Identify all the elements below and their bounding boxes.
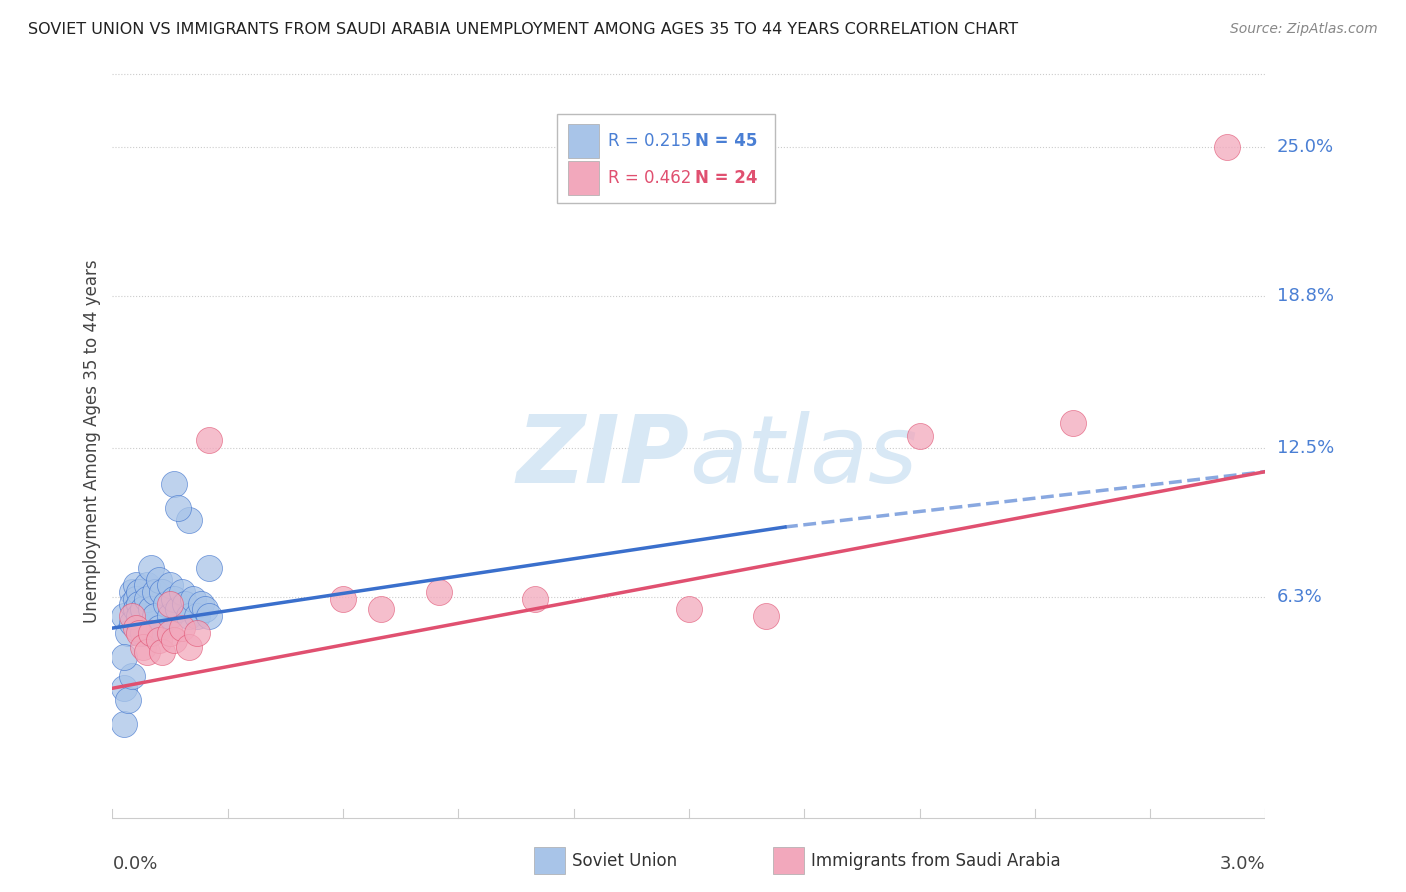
Point bbox=[155, 597, 177, 611]
Point bbox=[163, 592, 186, 607]
Point bbox=[128, 585, 150, 599]
Point bbox=[179, 609, 201, 624]
Point bbox=[152, 585, 174, 599]
Point bbox=[128, 626, 150, 640]
Point bbox=[139, 561, 162, 575]
Point bbox=[197, 434, 219, 448]
Point bbox=[112, 650, 135, 665]
Point bbox=[136, 592, 159, 607]
Text: 6.3%: 6.3% bbox=[1277, 588, 1322, 606]
Point bbox=[163, 633, 186, 648]
Point bbox=[181, 592, 204, 607]
Point bbox=[186, 626, 208, 640]
Point bbox=[159, 578, 181, 592]
Text: 12.5%: 12.5% bbox=[1277, 439, 1334, 457]
Text: ZIP: ZIP bbox=[516, 410, 689, 503]
Text: R = 0.215: R = 0.215 bbox=[607, 132, 692, 150]
Point bbox=[166, 500, 188, 515]
Text: 25.0%: 25.0% bbox=[1277, 137, 1334, 156]
Point bbox=[139, 626, 162, 640]
Text: Source: ZipAtlas.com: Source: ZipAtlas.com bbox=[1230, 22, 1378, 37]
Point bbox=[117, 693, 139, 707]
Point bbox=[128, 609, 150, 624]
Point bbox=[143, 585, 166, 599]
Text: N = 45: N = 45 bbox=[695, 132, 758, 150]
Point bbox=[197, 609, 219, 624]
Point bbox=[124, 578, 146, 592]
Point bbox=[124, 592, 146, 607]
Point bbox=[166, 602, 188, 616]
Text: 3.0%: 3.0% bbox=[1220, 855, 1265, 873]
Point bbox=[186, 609, 208, 624]
Point bbox=[132, 640, 155, 655]
Point bbox=[139, 602, 162, 616]
Point bbox=[152, 645, 174, 659]
Text: R = 0.462: R = 0.462 bbox=[607, 169, 692, 187]
Text: N = 24: N = 24 bbox=[695, 169, 758, 187]
Point bbox=[124, 621, 146, 635]
Point bbox=[112, 717, 135, 731]
Text: 0.0%: 0.0% bbox=[112, 855, 157, 873]
Point bbox=[128, 597, 150, 611]
Point bbox=[121, 585, 143, 599]
Point bbox=[148, 573, 170, 587]
Point bbox=[1062, 417, 1084, 431]
Point bbox=[194, 602, 217, 616]
Point bbox=[163, 476, 186, 491]
Point bbox=[136, 645, 159, 659]
Point bbox=[427, 585, 450, 599]
Point bbox=[170, 585, 193, 599]
Point bbox=[112, 609, 135, 624]
Text: Soviet Union: Soviet Union bbox=[572, 852, 678, 870]
Text: Immigrants from Saudi Arabia: Immigrants from Saudi Arabia bbox=[811, 852, 1062, 870]
Text: 18.8%: 18.8% bbox=[1277, 287, 1333, 305]
Point bbox=[124, 602, 146, 616]
Point bbox=[170, 621, 193, 635]
Point bbox=[132, 602, 155, 616]
Point bbox=[148, 621, 170, 635]
Point bbox=[159, 626, 181, 640]
Point bbox=[174, 597, 197, 611]
Point bbox=[121, 609, 143, 624]
Point bbox=[370, 602, 392, 616]
Point bbox=[197, 561, 219, 575]
Point bbox=[139, 626, 162, 640]
Point bbox=[132, 626, 155, 640]
Point bbox=[179, 513, 201, 527]
Point bbox=[148, 633, 170, 648]
Point bbox=[332, 592, 354, 607]
Point bbox=[179, 640, 201, 655]
Point bbox=[121, 616, 143, 631]
Point bbox=[1216, 139, 1239, 153]
Point bbox=[524, 592, 547, 607]
Point bbox=[117, 626, 139, 640]
Y-axis label: Unemployment Among Ages 35 to 44 years: Unemployment Among Ages 35 to 44 years bbox=[83, 260, 101, 624]
Point bbox=[678, 602, 700, 616]
Text: atlas: atlas bbox=[689, 411, 917, 502]
Text: SOVIET UNION VS IMMIGRANTS FROM SAUDI ARABIA UNEMPLOYMENT AMONG AGES 35 TO 44 YE: SOVIET UNION VS IMMIGRANTS FROM SAUDI AR… bbox=[28, 22, 1018, 37]
Point bbox=[121, 669, 143, 683]
Point bbox=[755, 609, 778, 624]
Point bbox=[112, 681, 135, 696]
Point bbox=[136, 578, 159, 592]
Point bbox=[159, 609, 181, 624]
Point bbox=[159, 597, 181, 611]
Point bbox=[908, 428, 931, 442]
Point bbox=[143, 609, 166, 624]
Point bbox=[121, 597, 143, 611]
Point bbox=[190, 597, 212, 611]
